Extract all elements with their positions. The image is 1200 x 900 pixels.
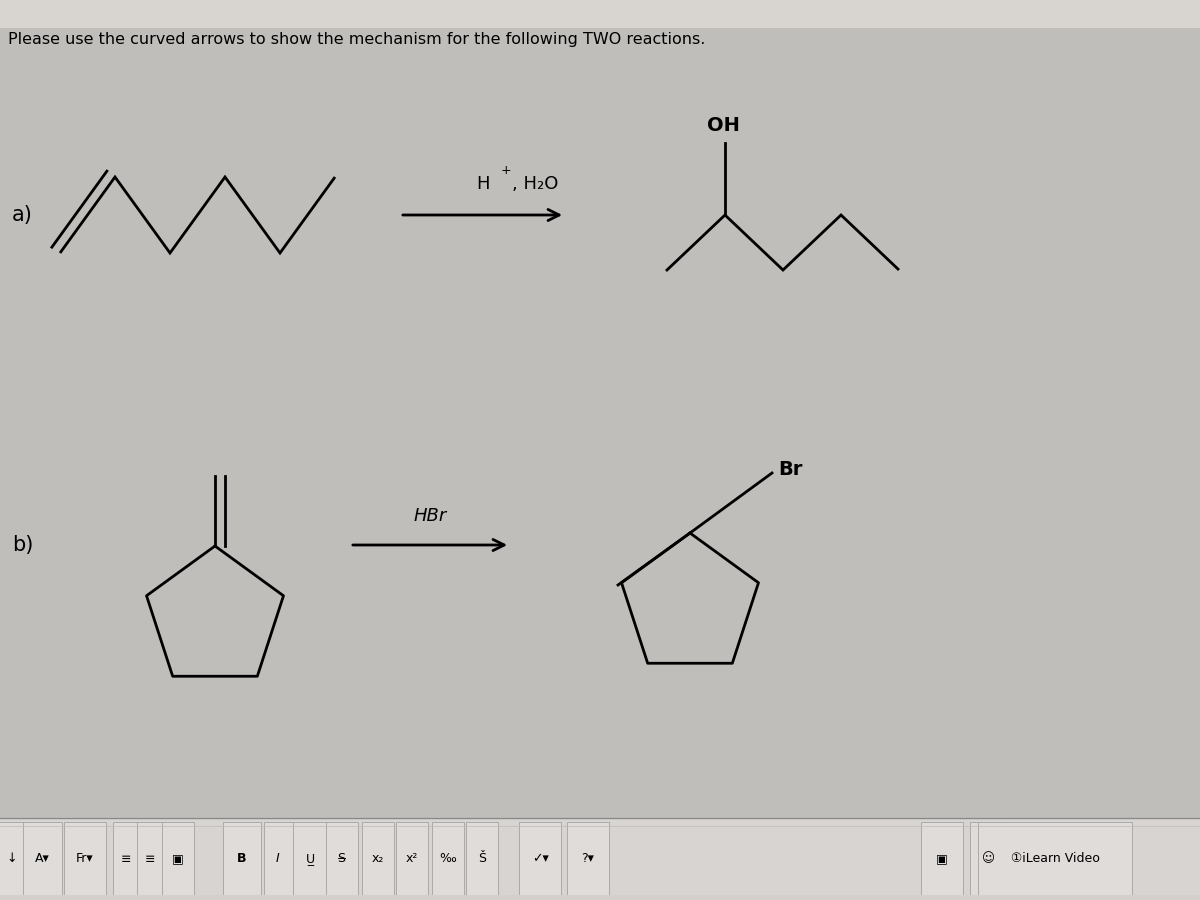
Text: Br: Br [778, 460, 803, 479]
FancyBboxPatch shape [0, 895, 1200, 900]
Text: U̲: U̲ [306, 852, 314, 866]
FancyBboxPatch shape [978, 822, 1132, 896]
FancyBboxPatch shape [23, 822, 61, 896]
FancyBboxPatch shape [432, 822, 464, 896]
FancyBboxPatch shape [293, 822, 326, 896]
FancyBboxPatch shape [970, 822, 1006, 896]
FancyBboxPatch shape [223, 822, 262, 896]
Text: ↓: ↓ [7, 852, 17, 866]
Text: A▾: A▾ [35, 852, 49, 866]
Text: ‰: ‰ [439, 852, 456, 866]
Text: H: H [475, 175, 490, 193]
Text: Š: Š [478, 852, 486, 866]
Text: a): a) [12, 205, 32, 225]
Text: +: + [500, 164, 511, 177]
Text: ☺: ☺ [982, 852, 995, 866]
FancyBboxPatch shape [64, 822, 106, 896]
FancyBboxPatch shape [396, 822, 428, 896]
FancyBboxPatch shape [922, 822, 964, 896]
Text: ≡: ≡ [145, 852, 155, 866]
FancyBboxPatch shape [568, 822, 610, 896]
FancyBboxPatch shape [0, 0, 1200, 28]
Text: ①iLearn Video: ①iLearn Video [1010, 852, 1099, 866]
Text: Please use the curved arrows to show the mechanism for the following TWO reactio: Please use the curved arrows to show the… [8, 32, 706, 47]
Text: ?▾: ?▾ [582, 852, 594, 866]
FancyBboxPatch shape [137, 822, 163, 896]
FancyBboxPatch shape [326, 822, 358, 896]
Text: Fr▾: Fr▾ [76, 852, 94, 866]
FancyBboxPatch shape [0, 822, 25, 896]
Text: B: B [238, 852, 247, 866]
Text: I: I [276, 852, 280, 866]
FancyBboxPatch shape [0, 818, 1200, 900]
Text: x²: x² [406, 852, 418, 866]
FancyBboxPatch shape [362, 822, 394, 896]
FancyBboxPatch shape [466, 822, 498, 896]
Text: S̶: S̶ [338, 852, 346, 866]
FancyBboxPatch shape [113, 822, 139, 896]
FancyBboxPatch shape [264, 822, 293, 896]
FancyBboxPatch shape [520, 822, 562, 896]
FancyBboxPatch shape [162, 822, 194, 896]
Text: ▣: ▣ [172, 852, 184, 866]
Text: HBr: HBr [413, 507, 446, 525]
Text: b): b) [12, 535, 34, 555]
Text: ✓▾: ✓▾ [532, 852, 548, 866]
Text: ≡: ≡ [121, 852, 131, 866]
Text: ▣: ▣ [936, 852, 948, 866]
Text: x₂: x₂ [372, 852, 384, 866]
Text: , H₂O: , H₂O [512, 175, 559, 193]
Text: OH: OH [707, 116, 739, 135]
